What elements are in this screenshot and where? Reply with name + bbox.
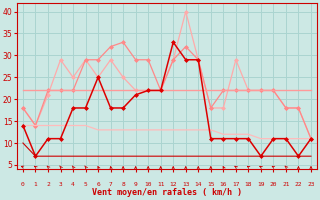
X-axis label: Vent moyen/en rafales ( km/h ): Vent moyen/en rafales ( km/h ) <box>92 188 242 197</box>
